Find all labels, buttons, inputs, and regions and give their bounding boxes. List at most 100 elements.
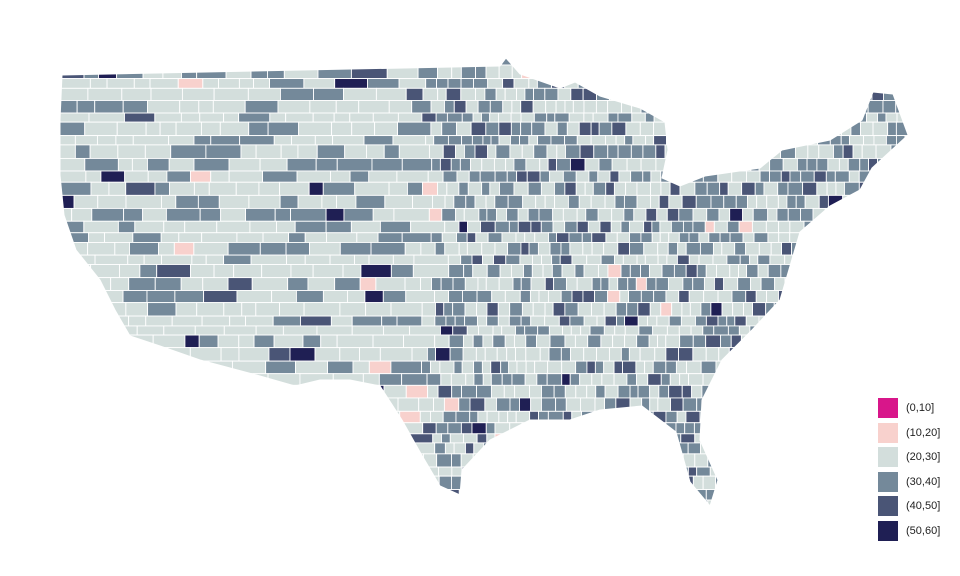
county-cell [720, 334, 732, 349]
county-cell [713, 220, 728, 234]
county-cell [545, 453, 555, 468]
county-cell [804, 290, 818, 304]
county-cell [645, 135, 655, 146]
county-cell [705, 334, 721, 349]
county-cell [617, 384, 631, 399]
county-cell [304, 254, 331, 265]
county-cell [274, 207, 292, 222]
county-cell [764, 397, 780, 412]
county-cell [644, 112, 655, 123]
county-cell [753, 58, 765, 66]
county-cell [74, 144, 91, 159]
county-cell [636, 194, 651, 209]
county-cell [482, 466, 494, 477]
county-cell [649, 264, 663, 279]
county-cell [384, 194, 413, 209]
county-cell [178, 232, 203, 243]
county-cell [750, 135, 765, 146]
county-cell [812, 87, 824, 101]
county-cell [832, 302, 843, 317]
county-cell [766, 194, 779, 209]
county-cell [818, 397, 833, 412]
county-cell [615, 135, 626, 146]
county-cell [534, 360, 549, 375]
county-cell [837, 58, 849, 66]
county-cell [838, 277, 854, 291]
county-cell [629, 384, 639, 399]
county-cell [549, 334, 566, 349]
county-cell [447, 254, 462, 265]
county-cell [449, 347, 464, 362]
county-cell [544, 277, 555, 291]
county-cell [163, 433, 189, 444]
county-cell [489, 112, 499, 123]
county-cell [673, 64, 685, 80]
county-cell [136, 325, 165, 336]
county-cell [590, 499, 603, 506]
county-cell [327, 360, 354, 375]
county-cell [824, 302, 834, 317]
county-cell [172, 475, 198, 490]
county-cell [225, 442, 241, 455]
county-cell [463, 433, 478, 444]
county-cell [880, 315, 893, 327]
county-cell [741, 181, 756, 196]
county-cell [437, 384, 453, 399]
county-cell [405, 290, 435, 304]
county-cell [536, 64, 550, 80]
county-cell [298, 475, 334, 490]
county-cell [154, 112, 182, 123]
county-cell [646, 315, 658, 327]
county-cell [426, 347, 436, 362]
county-cell [434, 315, 447, 327]
county-cell [174, 290, 205, 304]
county-cell [660, 302, 673, 317]
county-cell [890, 360, 900, 375]
county-cell [298, 121, 333, 137]
county-cell [735, 78, 746, 89]
county-cell [655, 87, 668, 101]
county-cell [519, 135, 530, 146]
county-cell [403, 334, 436, 349]
county-cell [267, 64, 285, 80]
county-cell [60, 264, 92, 279]
county-cell [624, 334, 638, 349]
county-cell [485, 194, 496, 209]
county-cell [734, 144, 750, 159]
county-cell [654, 442, 666, 455]
county-cell [87, 290, 124, 304]
county-cell [321, 194, 337, 209]
county-cell [503, 384, 516, 399]
county-cell [696, 264, 707, 279]
county-cell [277, 100, 311, 114]
county-cell [574, 334, 589, 349]
county-cell [145, 489, 171, 501]
county-cell [302, 334, 322, 349]
county-cell [436, 78, 449, 89]
county-cell [610, 220, 622, 234]
county-cell [217, 334, 240, 349]
county-cell [410, 489, 448, 501]
county-cell [496, 347, 508, 362]
county-cell [670, 453, 684, 468]
county-cell [565, 397, 581, 412]
county-cell [428, 144, 444, 159]
county-cell [325, 509, 345, 520]
county-cell [659, 220, 672, 234]
county-cell [524, 325, 539, 336]
county-cell [646, 475, 661, 490]
county-cell [657, 334, 667, 349]
county-cell [850, 64, 861, 80]
county-cell [705, 489, 716, 501]
county-cell [98, 64, 118, 80]
county-cell [184, 334, 200, 349]
county-cell [351, 121, 376, 137]
county-cell [639, 121, 655, 137]
county-cell [106, 410, 134, 424]
county-cell [548, 347, 562, 362]
county-cell [798, 58, 815, 66]
county-cell [647, 373, 662, 386]
county-cell [536, 78, 553, 89]
county-cell [695, 194, 712, 209]
county-cell [795, 194, 806, 209]
